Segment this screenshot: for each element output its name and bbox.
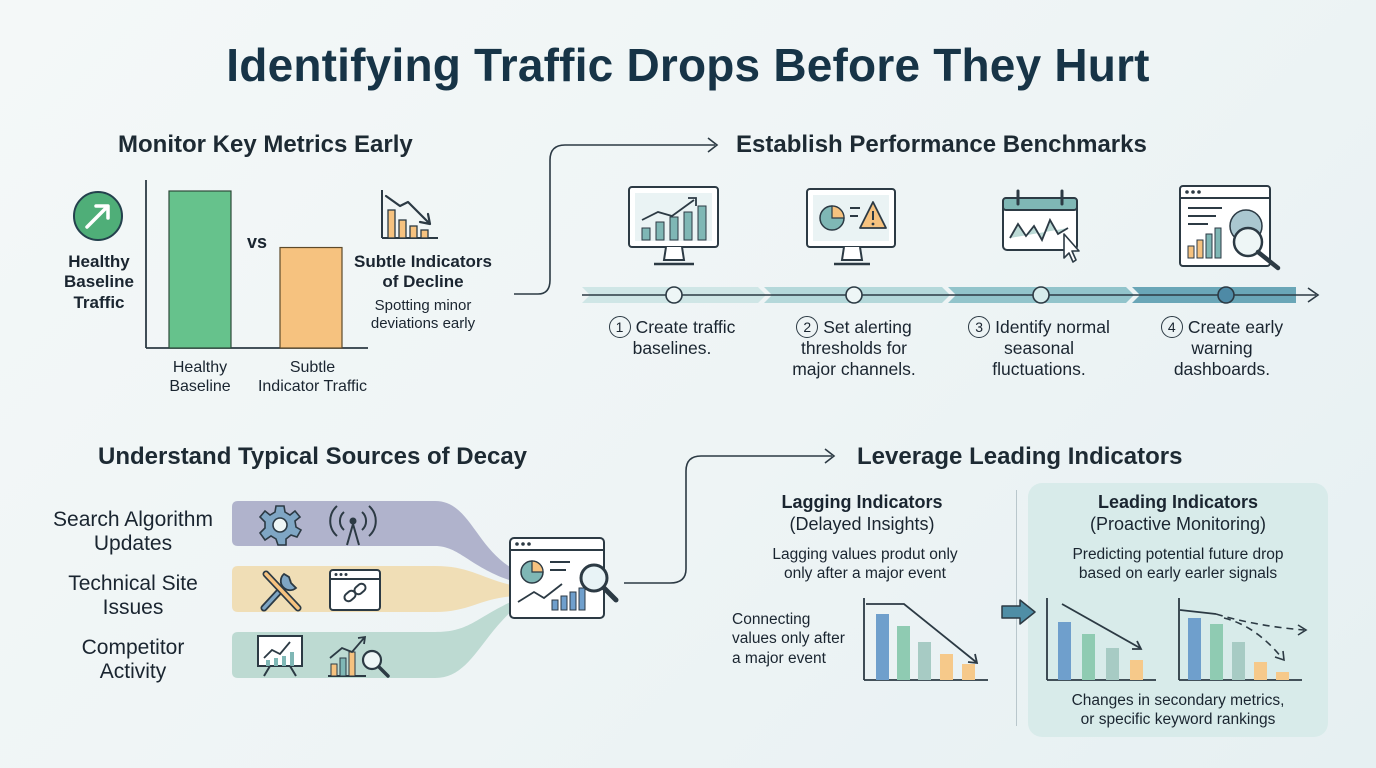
benchmark-timeline [582,286,1320,304]
page-title: Identifying Traffic Drops Before They Hu… [226,39,1150,91]
gear-icon [258,505,303,546]
monitor-heading: Monitor Key Metrics Early [118,131,413,158]
analysis-window-icon [509,537,619,619]
lagging-subtitle: (Delayed Insights) [789,514,935,534]
decline-title: Subtle Indicators of Decline [354,252,492,292]
decline-description: Spotting minor deviations early [370,297,476,332]
leading-note: Changes in secondary metrics, or specific… [1071,692,1285,728]
x-tick-subtle: Subtle Indicator Traffic [257,359,368,396]
x-tick-healthy: Healthy Baseline [169,359,231,396]
step-3-number: 3 [968,316,991,338]
presentation-chart-icon [257,635,303,677]
leading-subtitle: (Proactive Monitoring) [1089,514,1267,534]
tools-icon [260,570,302,612]
trend-up-icon [73,191,123,241]
bar-healthy-baseline [168,190,232,349]
calendar-trend-icon [1002,189,1080,263]
lagging-description: Lagging values produt only only after a m… [772,546,958,582]
leading-description: Predicting potential future drop based on… [1072,546,1284,582]
monitor-bar-chart [145,180,368,349]
competitor-analysis-icon [328,635,390,678]
connector-arrow-top [514,137,719,295]
step-4-label: 4 Create early warning dashboards. [1144,316,1300,380]
lagging-title: Lagging Indicators [781,492,943,512]
source-technical-issues: Technical Site Issues [68,572,198,620]
transition-arrow-icon [1001,599,1036,625]
benchmarks-heading: Establish Performance Benchmarks [736,131,1147,158]
step-1-number: 1 [608,316,631,338]
leading-heading: Leverage Leading Indicators [857,443,1183,470]
monitor-alert-icon [806,188,896,266]
source-competitor-activity: Competitor Activity [81,636,185,684]
decay-heading: Understand Typical Sources of Decay [98,443,528,470]
step-3-label: 3 Identify normal seasonal fluctuations. [954,316,1124,380]
declining-chart-icon [381,190,438,239]
lagging-note: Connecting values only after a major event [732,611,845,667]
dashboard-search-icon [1179,185,1281,271]
leading-chart-left [1046,598,1156,681]
leading-indicators-panel [1028,483,1328,737]
source-search-algorithm: Search Algorithm Updates [53,508,213,556]
monitor-bar-chart-icon [628,186,719,266]
healthy-baseline-label: Healthy Baseline Traffic [64,252,134,312]
signal-tower-icon [329,505,377,546]
vs-label: vs [246,232,268,252]
step-1-label: 1 Create traffic baselines. [592,316,752,359]
step-2-number: 2 [796,316,819,338]
connector-arrow-bottom [624,448,836,584]
lagging-chart [863,598,988,681]
step-4-number: 4 [1160,316,1183,338]
leading-chart-right [1178,598,1308,681]
bar-subtle-indicator [279,246,343,349]
leading-title: Leading Indicators [1097,492,1259,512]
step-2-label: 2 Set alerting thresholds for major chann… [792,316,916,379]
broken-link-window-icon [329,569,381,611]
